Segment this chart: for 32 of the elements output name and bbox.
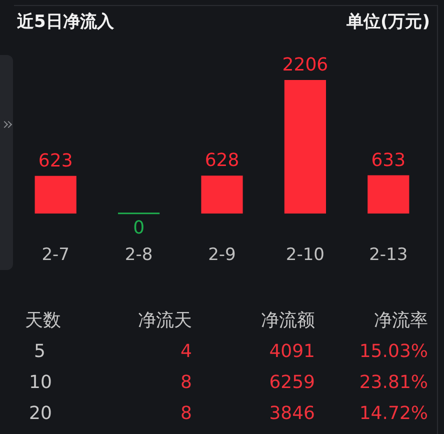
text: 净流率 — [373, 309, 428, 333]
bar — [368, 175, 410, 214]
text: 净流额 — [260, 309, 315, 333]
data-label: 623 — [38, 150, 73, 172]
x-tick-label: 2-10 — [286, 245, 324, 266]
text: 20 — [28, 402, 53, 426]
text: 6259 — [268, 371, 315, 395]
text: 14.72% — [358, 402, 428, 426]
x-tick-label: 2-8 — [124, 245, 153, 266]
data-label: 2206 — [282, 54, 328, 76]
data-label: 633 — [371, 150, 406, 171]
text: 8 — [180, 371, 192, 395]
text: 3846 — [268, 402, 315, 426]
x-tick-label: 2-13 — [369, 245, 408, 266]
text: 15.03% — [358, 340, 428, 364]
text: 23.81% — [358, 371, 428, 395]
text: 4 — [180, 340, 192, 364]
text: 10 — [28, 371, 53, 395]
data-label: 628 — [204, 150, 240, 172]
data-label: 0 — [133, 217, 145, 238]
chart-subtitle: 单位(万元) — [346, 11, 430, 33]
x-tick-label: 2-7 — [42, 245, 70, 266]
text: 净流天 — [137, 309, 192, 333]
text: 8 — [180, 402, 192, 426]
text: 天数 — [24, 309, 62, 333]
bar — [201, 176, 243, 214]
bar — [34, 176, 76, 214]
text: 4091 — [268, 340, 315, 364]
bar — [284, 80, 326, 214]
chart-title: 近5日净流入 — [17, 11, 114, 33]
text: 5 — [33, 340, 46, 364]
x-tick-label: 2-9 — [208, 245, 236, 266]
